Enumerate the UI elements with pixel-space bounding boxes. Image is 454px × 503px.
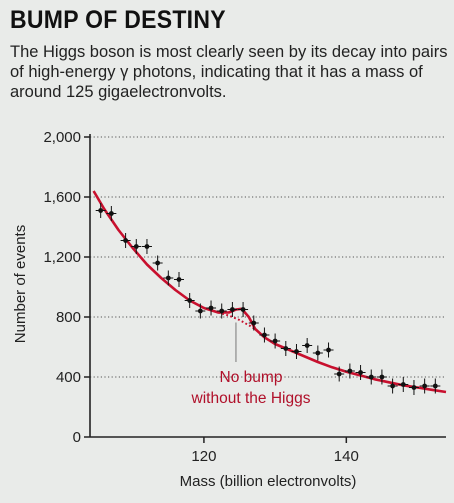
chart-title: BUMP OF DESTINY (10, 6, 226, 34)
data-point (259, 327, 270, 343)
data-point (430, 378, 441, 394)
tick-labels: 0 400 800 1,200 1,600 2,000 120 140 (43, 129, 358, 465)
data-point (419, 378, 430, 394)
data-point (163, 270, 174, 286)
point-marker (358, 370, 363, 375)
point-marker (294, 349, 299, 354)
x-tick-label-120: 120 (191, 448, 216, 465)
point-marker (187, 298, 193, 303)
point-marker (411, 385, 417, 390)
data-point (387, 378, 398, 394)
data-point (141, 239, 152, 254)
x-tick-label-140: 140 (334, 448, 359, 465)
data-point (270, 333, 281, 349)
data-point (195, 303, 206, 319)
y-tick-label-1600: 1,600 (43, 189, 81, 206)
point-marker (165, 275, 171, 281)
data-point (248, 315, 259, 331)
data-point (334, 366, 345, 382)
point-marker (422, 383, 428, 389)
data-point (280, 341, 291, 356)
point-marker (368, 374, 374, 380)
data-point (106, 206, 117, 221)
fit-curves (92, 190, 447, 394)
data-point (376, 369, 387, 385)
point-marker (272, 338, 278, 344)
data-points (95, 203, 441, 395)
data-point (312, 345, 323, 361)
point-marker (304, 343, 310, 348)
y-tick-label-400: 400 (56, 369, 81, 386)
point-marker (123, 238, 128, 243)
annotation-line2: without the Higgs (191, 390, 311, 407)
point-marker (98, 208, 104, 213)
annotation-line1: No bump (220, 369, 283, 386)
annotation: No bump without the Higgs (191, 322, 311, 407)
x-axis-title: Mass (billion electronvolts) (180, 473, 357, 490)
chart-subtitle: The Higgs boson is most clearly seen by … (10, 43, 448, 101)
data-point (174, 272, 184, 287)
axes (84, 134, 446, 443)
data-point (120, 233, 131, 248)
data-point (398, 377, 409, 392)
point-marker (262, 332, 267, 338)
data-point (95, 203, 106, 218)
point-marker (347, 368, 353, 374)
data-point (408, 380, 419, 395)
point-marker (144, 244, 150, 249)
data-point (302, 338, 313, 353)
data-point (366, 369, 377, 385)
data-point (216, 303, 227, 319)
y-tick-label-2000: 2,000 (43, 129, 81, 146)
data-point (344, 363, 355, 379)
point-marker (315, 350, 321, 356)
point-marker (336, 371, 342, 377)
point-marker (400, 382, 406, 387)
point-marker (379, 374, 385, 380)
data-point (184, 293, 195, 308)
data-point (227, 302, 238, 317)
y-tick-label-0: 0 (73, 429, 81, 446)
fit-without-higgs (217, 311, 258, 332)
y-tick-label-1200: 1,200 (43, 249, 81, 266)
point-marker (230, 307, 235, 312)
data-point (238, 302, 249, 317)
point-marker (283, 346, 289, 351)
data-point (206, 300, 217, 316)
point-marker (251, 320, 257, 326)
point-marker (208, 305, 214, 311)
y-axis-title: Number of events (12, 225, 29, 343)
data-point (323, 342, 334, 358)
point-marker (219, 308, 225, 314)
point-marker (390, 383, 395, 389)
point-marker (197, 308, 203, 314)
point-marker (133, 244, 139, 249)
point-marker (432, 383, 438, 389)
point-marker (176, 277, 182, 282)
data-point (291, 344, 302, 359)
point-marker (326, 347, 331, 353)
data-point (355, 365, 366, 380)
data-point (131, 239, 142, 254)
point-marker (108, 211, 114, 216)
point-marker (155, 260, 161, 266)
y-tick-label-800: 800 (56, 309, 81, 326)
fit-with-higgs (92, 190, 447, 394)
data-point (152, 255, 163, 271)
point-marker (240, 307, 246, 312)
